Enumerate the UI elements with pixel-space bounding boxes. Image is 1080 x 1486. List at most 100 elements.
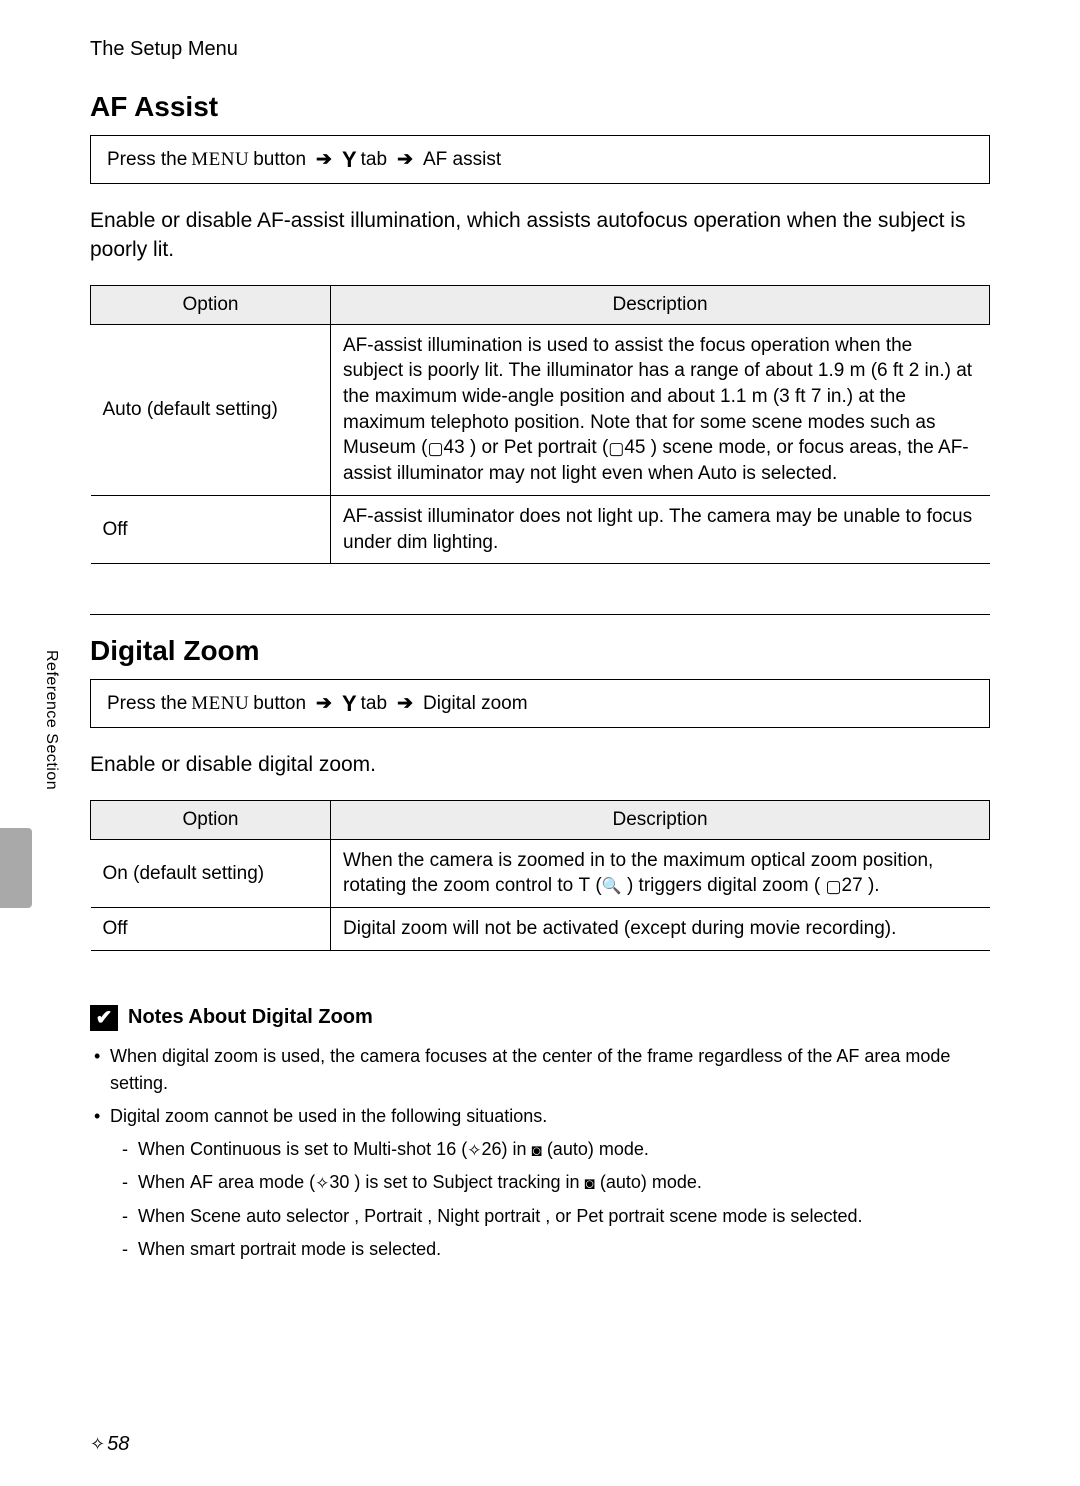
notes-block: ✔ Notes About Digital Zoom When digital … xyxy=(90,1005,990,1263)
nav-text: button xyxy=(253,149,306,171)
camera-icon: ◙ xyxy=(532,1138,542,1164)
arrow-icon: ➔ xyxy=(397,692,413,715)
page-number: ✧ 58 xyxy=(90,1433,129,1456)
table-row: Off Digital zoom will not be activated (… xyxy=(91,908,990,951)
list-item: When Continuous is set to Multi-shot 16 … xyxy=(110,1136,990,1164)
list-item: Digital zoom cannot be used in the follo… xyxy=(90,1103,990,1263)
ref-number: 27 xyxy=(842,875,863,896)
menu-button-label: MENU xyxy=(191,149,249,171)
cell-description: Digital zoom will not be activated (exce… xyxy=(331,908,990,951)
list-item: When digital zoom is used, the camera fo… xyxy=(90,1043,990,1097)
th-option: Option xyxy=(91,800,331,839)
section-divider xyxy=(90,614,990,615)
manual-ref-icon: ▢ xyxy=(427,438,443,461)
note-text: , xyxy=(354,1206,364,1226)
th-description: Description xyxy=(331,285,990,324)
reference-section-icon: ✧ xyxy=(90,1434,105,1455)
page-header: The Setup Menu xyxy=(90,38,990,61)
nav-text: tab xyxy=(361,149,387,171)
ref-number: 43 xyxy=(444,437,465,458)
cell-description: AF-assist illuminator does not light up.… xyxy=(331,495,990,563)
sub-list: When Continuous is set to Multi-shot 16 … xyxy=(110,1136,990,1263)
page-number-value: 58 xyxy=(107,1433,129,1456)
manual-page: The Setup Menu AF Assist Press the MENU … xyxy=(0,0,1080,1486)
desc-text: AF-assist illumination is used to assist… xyxy=(343,335,972,433)
nav-text: Digital zoom xyxy=(423,693,528,715)
bold-term: Scene auto selector xyxy=(190,1206,349,1226)
section-intro: Enable or disable AF-assist illumination… xyxy=(90,206,990,265)
note-text: in xyxy=(566,1172,585,1192)
note-text: , or xyxy=(545,1206,576,1226)
check-badge-icon: ✔ xyxy=(90,1005,118,1031)
th-description: Description xyxy=(331,800,990,839)
bold-term: Museum xyxy=(343,437,416,458)
section-title-digital-zoom: Digital Zoom xyxy=(90,635,990,667)
nav-text: tab xyxy=(361,693,387,715)
desc-text: ) or xyxy=(470,437,504,458)
arrow-icon: ➔ xyxy=(316,148,332,171)
notes-heading: ✔ Notes About Digital Zoom xyxy=(90,1005,990,1031)
table-row: Off AF-assist illuminator does not light… xyxy=(91,495,990,563)
reference-section-icon: ✧ xyxy=(467,1138,481,1164)
inline-ref: (▢45 xyxy=(602,437,646,458)
cell-description: When the camera is zoomed in to the maxi… xyxy=(331,839,990,908)
manual-ref-icon: ▢ xyxy=(608,438,624,461)
bold-term: Subject tracking xyxy=(432,1172,560,1192)
reference-section-icon: ✧ xyxy=(315,1171,329,1197)
desc-text: ) triggers digital zoom ( xyxy=(627,875,820,896)
af-assist-table: Option Description Auto (default setting… xyxy=(90,285,990,564)
setup-tab-icon: Y xyxy=(342,149,357,171)
nav-text: button xyxy=(253,693,306,715)
manual-ref-icon: ▢ xyxy=(825,876,841,899)
note-text: scene mode is selected. xyxy=(669,1206,862,1226)
table-row: Auto (default setting) AF-assist illumin… xyxy=(91,324,990,495)
list-item: When AF area mode (✧30 ) is set to Subje… xyxy=(110,1169,990,1197)
cell-option: Off xyxy=(91,908,331,951)
nav-text: AF assist xyxy=(423,149,501,171)
note-text: When xyxy=(138,1139,190,1159)
nav-text: Press the xyxy=(107,693,187,715)
arrow-icon: ➔ xyxy=(316,692,332,715)
cell-description: AF-assist illumination is used to assist… xyxy=(331,324,990,495)
cell-option: Auto (default setting) xyxy=(91,324,331,495)
bold-term: Pet portrait xyxy=(576,1206,664,1226)
digital-zoom-table: Option Description On (default setting) … xyxy=(90,800,990,951)
cell-option: Off xyxy=(91,495,331,563)
bold-term: AF area mode xyxy=(190,1172,304,1192)
bold-term: Multi-shot 16 xyxy=(353,1139,456,1159)
note-text: When xyxy=(138,1206,190,1226)
desc-text: ). xyxy=(868,875,880,896)
nav-path-digital-zoom: Press the MENU button ➔ Y tab ➔ Digital … xyxy=(90,679,990,728)
inline-ref: (▢43 xyxy=(421,437,465,458)
note-text: (auto) mode. xyxy=(547,1139,649,1159)
inline-ref: (✧26) in xyxy=(461,1139,531,1159)
note-text: is set to xyxy=(286,1139,353,1159)
inline-ref: (✧30 xyxy=(309,1172,349,1192)
cell-option: On (default setting) xyxy=(91,839,331,908)
bold-term: Night portrait xyxy=(437,1206,540,1226)
magnify-icon: 🔍 xyxy=(602,876,622,898)
list-item: When Scene auto selector , Portrait , Ni… xyxy=(110,1203,990,1230)
bold-term: Pet portrait xyxy=(504,437,597,458)
camera-icon: ◙ xyxy=(585,1171,595,1197)
bold-term: Portrait xyxy=(364,1206,422,1226)
notes-list: When digital zoom is used, the camera fo… xyxy=(90,1043,990,1263)
setup-tab-icon: Y xyxy=(342,693,357,715)
note-text: ) is set to xyxy=(354,1172,432,1192)
ref-number: 30 xyxy=(329,1172,349,1192)
note-text: Digital zoom cannot be used in the follo… xyxy=(110,1106,547,1126)
arrow-icon: ➔ xyxy=(397,148,413,171)
note-text: , xyxy=(427,1206,437,1226)
menu-button-label: MENU xyxy=(191,693,249,715)
nav-text: Press the xyxy=(107,149,187,171)
th-option: Option xyxy=(91,285,331,324)
section-intro: Enable or disable digital zoom. xyxy=(90,750,990,779)
nav-path-af-assist: Press the MENU button ➔ Y tab ➔ AF assis… xyxy=(90,135,990,184)
notes-heading-text: Notes About Digital Zoom xyxy=(128,1006,373,1029)
inline-ref: (🔍 xyxy=(595,875,621,896)
ref-number: 45 xyxy=(624,437,645,458)
ref-number: 26 xyxy=(481,1139,501,1159)
note-text: When xyxy=(138,1172,190,1192)
table-row: On (default setting) When the camera is … xyxy=(91,839,990,908)
section-title-af-assist: AF Assist xyxy=(90,91,990,123)
